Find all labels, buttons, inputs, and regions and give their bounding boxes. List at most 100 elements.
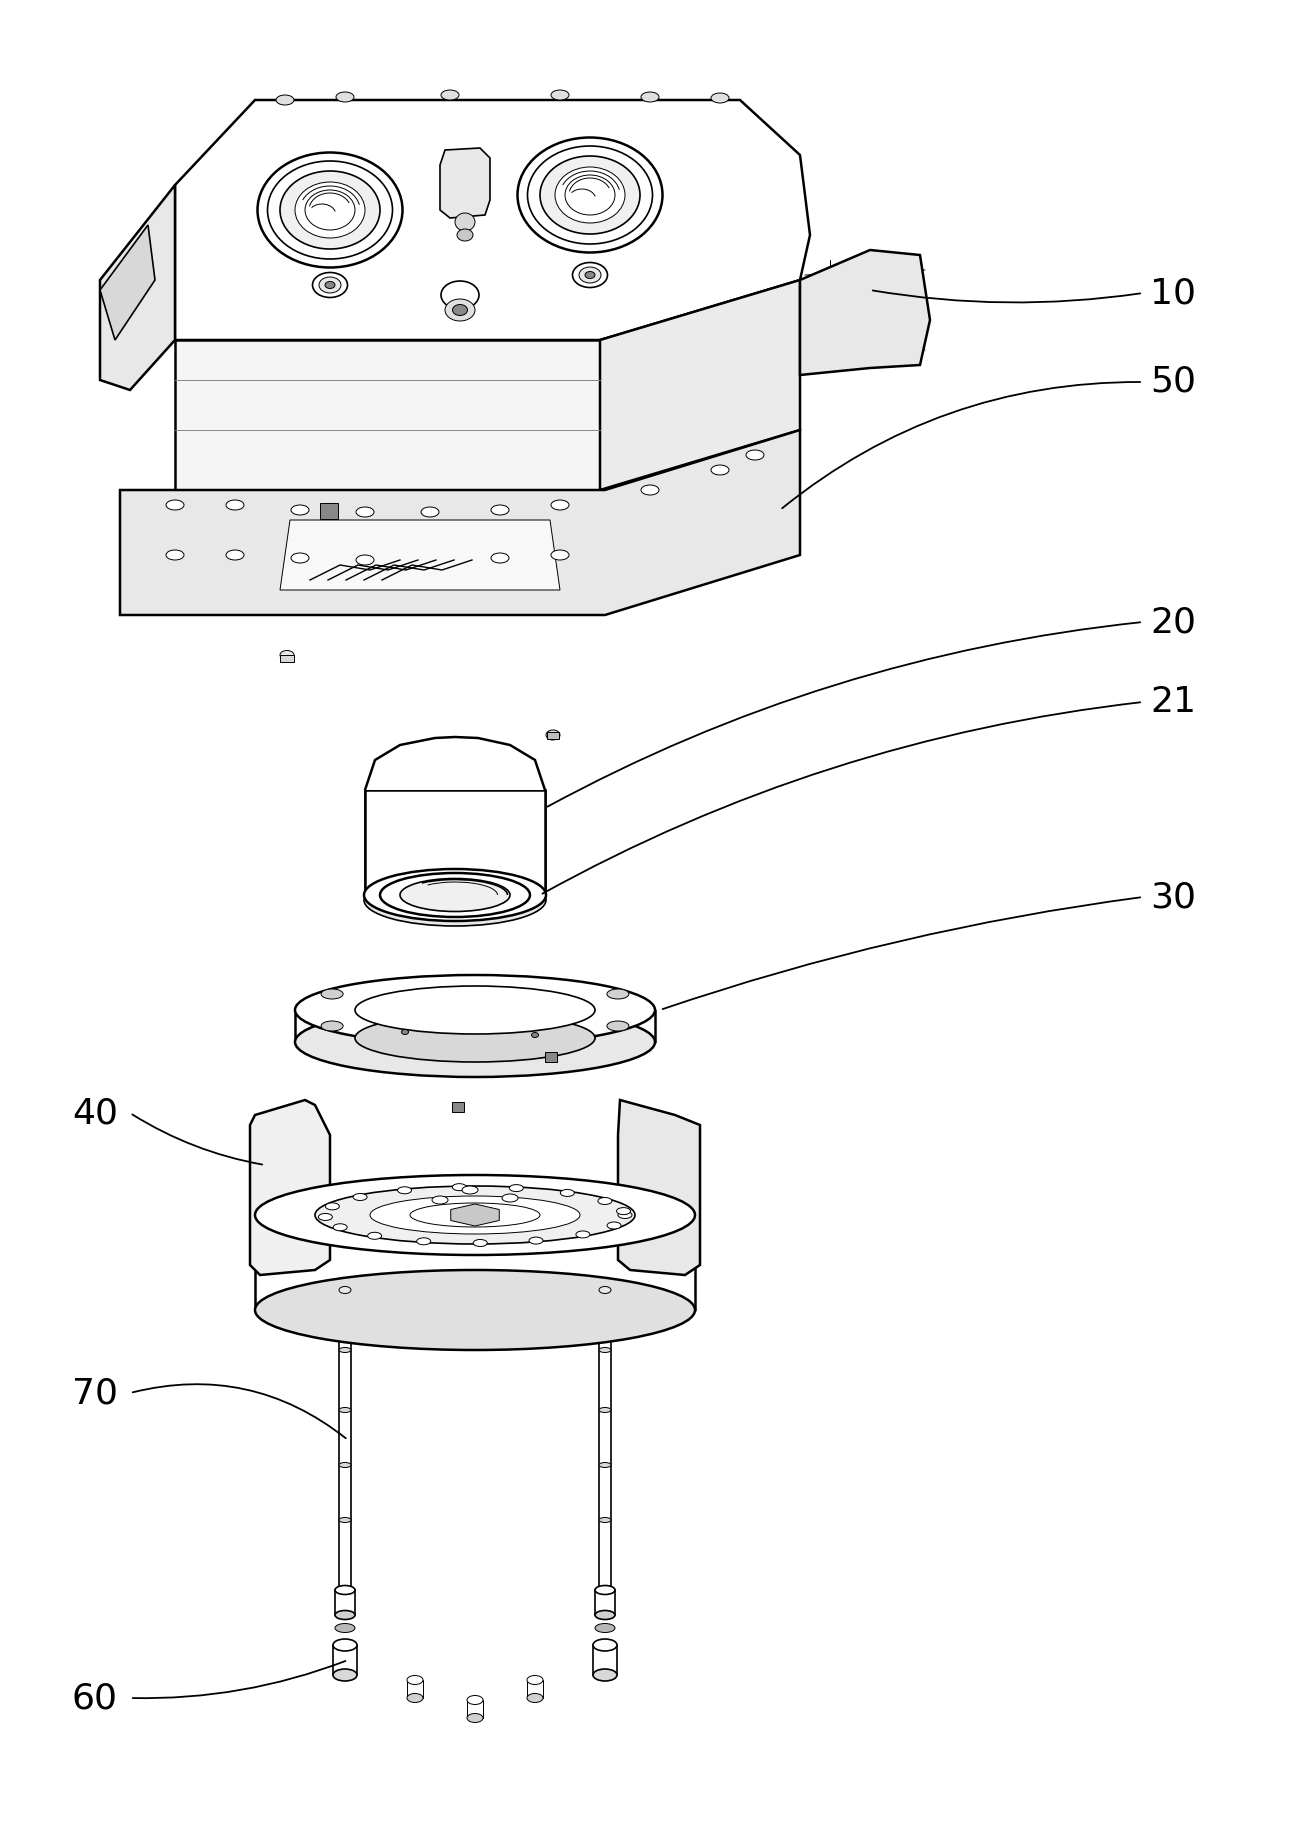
Ellipse shape <box>711 94 729 103</box>
Ellipse shape <box>618 1211 632 1218</box>
Ellipse shape <box>364 870 546 921</box>
Text: 10: 10 <box>1150 275 1196 310</box>
Ellipse shape <box>295 974 655 1044</box>
Ellipse shape <box>599 1407 611 1413</box>
Ellipse shape <box>540 156 640 235</box>
Ellipse shape <box>641 92 659 103</box>
Text: 70: 70 <box>72 1376 118 1409</box>
Ellipse shape <box>462 1185 478 1195</box>
Ellipse shape <box>354 1193 367 1200</box>
Ellipse shape <box>268 161 393 259</box>
Ellipse shape <box>455 213 474 231</box>
Ellipse shape <box>746 450 764 461</box>
Polygon shape <box>800 250 930 374</box>
Ellipse shape <box>306 191 355 229</box>
Bar <box>365 791 545 895</box>
Ellipse shape <box>607 1222 621 1229</box>
Ellipse shape <box>407 1675 422 1685</box>
Ellipse shape <box>607 1020 629 1031</box>
Polygon shape <box>280 519 560 591</box>
Ellipse shape <box>325 1204 339 1209</box>
Ellipse shape <box>502 1195 517 1202</box>
Ellipse shape <box>355 985 595 1033</box>
Ellipse shape <box>356 554 374 565</box>
Ellipse shape <box>432 1196 448 1204</box>
Ellipse shape <box>368 1233 382 1239</box>
Ellipse shape <box>421 506 439 517</box>
Ellipse shape <box>711 464 729 475</box>
Ellipse shape <box>291 552 309 563</box>
Ellipse shape <box>339 1286 351 1294</box>
Polygon shape <box>451 1204 499 1226</box>
Ellipse shape <box>355 1015 595 1062</box>
Ellipse shape <box>312 273 347 297</box>
Ellipse shape <box>526 1694 543 1703</box>
Ellipse shape <box>599 1462 611 1468</box>
Polygon shape <box>176 339 601 490</box>
Ellipse shape <box>572 262 607 288</box>
Ellipse shape <box>467 1211 484 1218</box>
Ellipse shape <box>335 1585 355 1595</box>
Ellipse shape <box>641 484 659 495</box>
Ellipse shape <box>339 1347 351 1352</box>
Ellipse shape <box>528 147 653 244</box>
Ellipse shape <box>166 550 185 560</box>
Ellipse shape <box>410 1204 540 1228</box>
Bar <box>320 503 338 519</box>
Ellipse shape <box>452 1184 467 1191</box>
Text: 50: 50 <box>1150 365 1196 398</box>
Ellipse shape <box>407 1694 422 1703</box>
Ellipse shape <box>585 272 595 279</box>
Ellipse shape <box>566 174 615 215</box>
Polygon shape <box>439 149 490 218</box>
Text: 40: 40 <box>72 1095 118 1130</box>
Polygon shape <box>176 99 810 339</box>
Ellipse shape <box>491 552 510 563</box>
Ellipse shape <box>398 1187 412 1195</box>
Ellipse shape <box>276 95 294 105</box>
Ellipse shape <box>335 1624 355 1633</box>
Ellipse shape <box>599 1286 611 1294</box>
Ellipse shape <box>473 1239 488 1246</box>
Polygon shape <box>120 429 800 615</box>
Ellipse shape <box>599 1347 611 1352</box>
Ellipse shape <box>560 1189 575 1196</box>
Ellipse shape <box>599 1518 611 1523</box>
Ellipse shape <box>546 730 560 740</box>
Ellipse shape <box>595 1585 615 1595</box>
Ellipse shape <box>517 138 663 253</box>
Ellipse shape <box>364 873 546 927</box>
Ellipse shape <box>370 1196 580 1233</box>
Ellipse shape <box>510 1185 524 1191</box>
Polygon shape <box>100 226 155 339</box>
Ellipse shape <box>333 1224 347 1231</box>
Ellipse shape <box>616 1207 630 1215</box>
Ellipse shape <box>595 1624 615 1633</box>
Ellipse shape <box>315 1185 634 1244</box>
Ellipse shape <box>333 1639 358 1652</box>
Ellipse shape <box>380 873 530 918</box>
Ellipse shape <box>255 1270 696 1351</box>
Polygon shape <box>250 1099 330 1275</box>
Ellipse shape <box>593 1639 618 1652</box>
Ellipse shape <box>295 182 365 239</box>
Ellipse shape <box>555 167 625 224</box>
Text: 20: 20 <box>1150 606 1196 639</box>
Ellipse shape <box>318 277 341 294</box>
Ellipse shape <box>291 505 309 516</box>
Ellipse shape <box>551 499 569 510</box>
Ellipse shape <box>458 229 473 240</box>
Polygon shape <box>365 738 545 791</box>
Ellipse shape <box>226 499 244 510</box>
Text: 30: 30 <box>1150 881 1196 914</box>
Ellipse shape <box>226 550 244 560</box>
Ellipse shape <box>280 171 380 250</box>
Ellipse shape <box>339 1518 351 1523</box>
Ellipse shape <box>335 1611 355 1620</box>
Ellipse shape <box>400 879 510 912</box>
Ellipse shape <box>321 989 343 998</box>
Ellipse shape <box>445 299 474 321</box>
Ellipse shape <box>529 1237 543 1244</box>
Ellipse shape <box>452 305 468 316</box>
Ellipse shape <box>325 281 335 288</box>
